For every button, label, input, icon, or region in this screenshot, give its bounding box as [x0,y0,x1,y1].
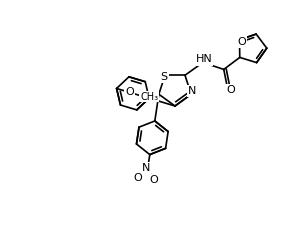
Text: O: O [226,85,235,95]
Text: CH₃: CH₃ [140,91,159,101]
Text: O: O [134,173,142,183]
Text: N: N [188,86,196,96]
Text: O: O [237,37,246,47]
Text: HN: HN [195,54,212,64]
Text: S: S [160,72,168,82]
Text: O: O [149,175,158,185]
Text: N: N [142,163,150,173]
Text: O: O [126,87,134,97]
